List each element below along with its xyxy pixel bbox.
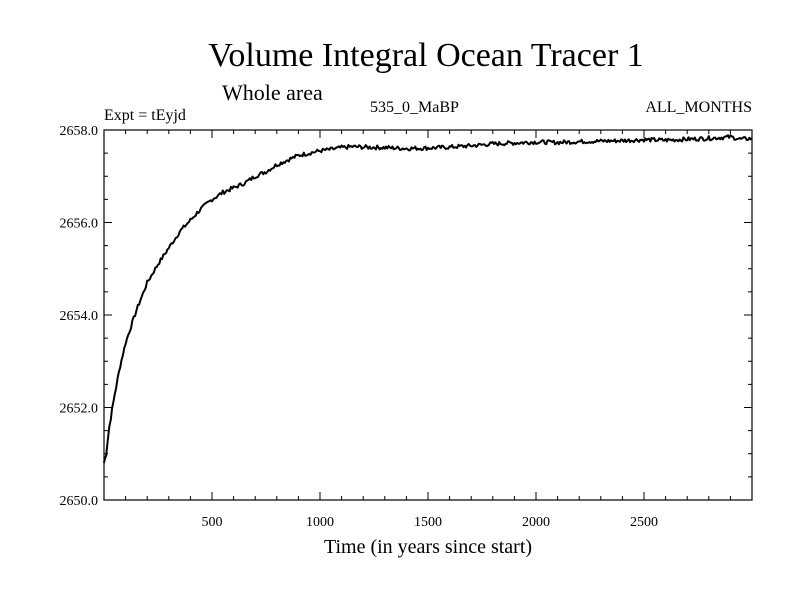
chart-subtitle: Whole area: [222, 80, 323, 105]
y-tick-label: 2654.0: [60, 309, 99, 324]
x-tick-label: 500: [202, 515, 223, 530]
series-line: [103, 134, 753, 464]
y-tick-label: 2656.0: [60, 217, 99, 232]
period-label: 535_0_MaBP: [370, 99, 459, 116]
plot-frame: [103, 129, 753, 501]
axis-tick-labels: 500 1000 1500 2000 2500 2650.0 2652.0 2654.0 265…: [60, 124, 659, 530]
y-tick-label: 2658.0: [60, 124, 99, 139]
y-tick-label: 2650.0: [60, 494, 99, 509]
chart-title: Volume Integral Ocean Tracer 1: [208, 37, 644, 74]
x-axis-label: Time (in years since start): [324, 536, 532, 558]
y-tick-label: 2652.0: [60, 402, 99, 417]
x-tick-label: 1000: [306, 515, 334, 530]
experiment-label: Expt = tEyjd: [104, 107, 186, 124]
x-tick-label: 2000: [522, 515, 550, 530]
x-tick-label: 2500: [630, 515, 658, 530]
months-label: ALL_MONTHS: [645, 99, 752, 116]
x-tick-label: 1500: [414, 515, 442, 530]
axis-ticks: [104, 129, 752, 501]
